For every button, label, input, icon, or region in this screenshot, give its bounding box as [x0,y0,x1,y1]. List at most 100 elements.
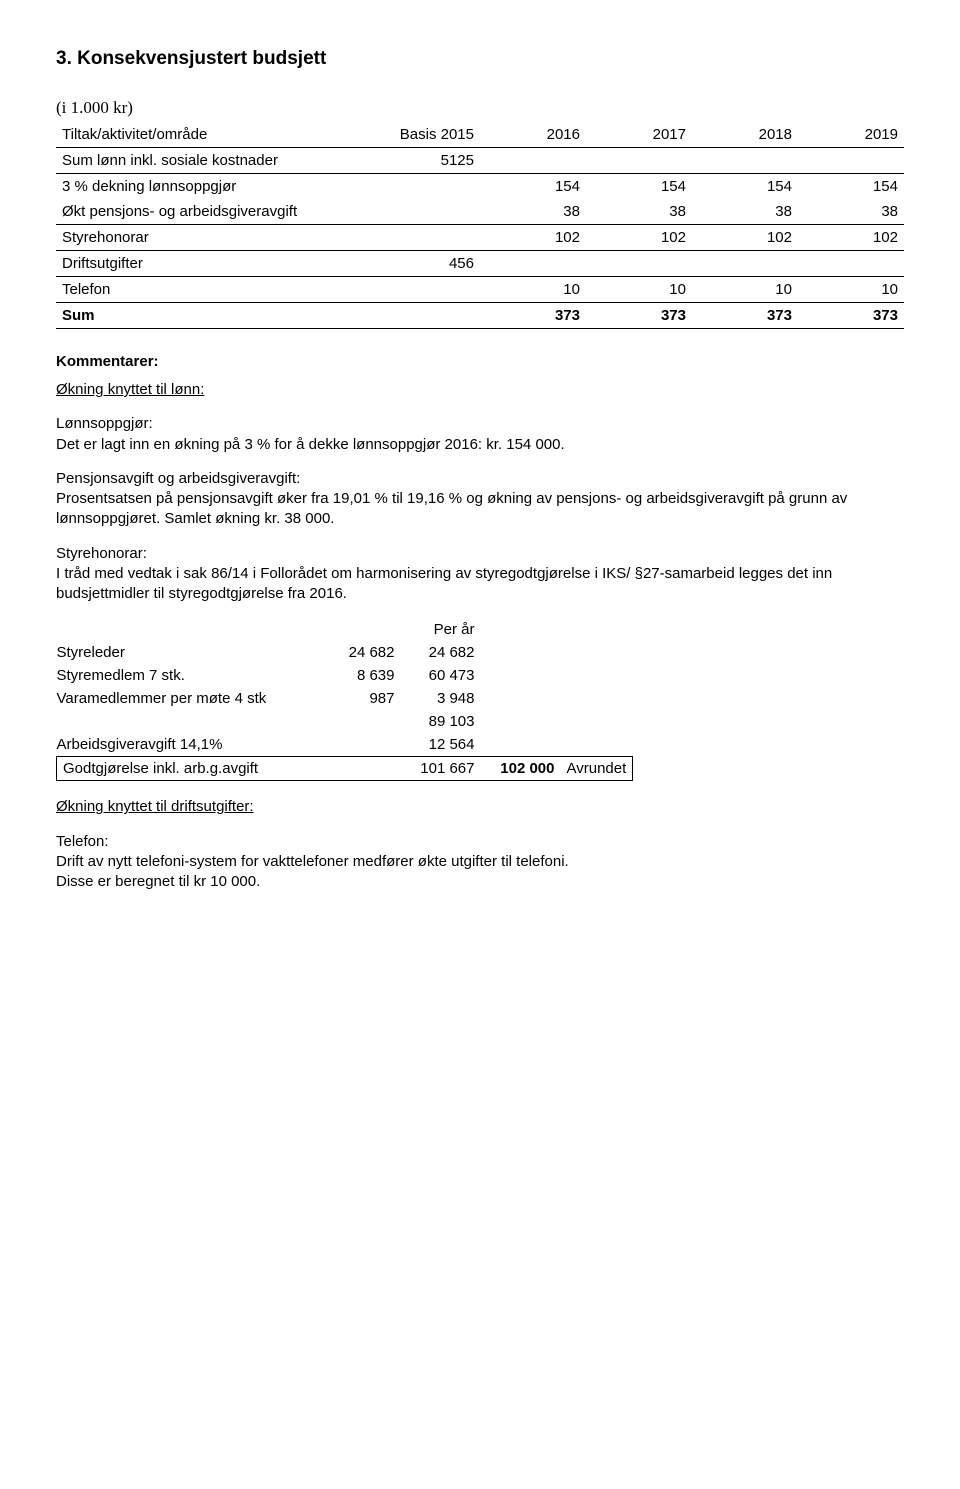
cell: 10 [480,277,586,303]
table-row: Styrehonorar102102102102 [56,225,904,251]
cell: 60 473 [407,664,487,687]
lonnsoppgjor-body: Det er lagt inn en økning på 3 % for å d… [56,436,565,453]
styrehonorar-body: I tråd med vedtak i sak 86/14 i Folloråd… [56,565,832,602]
table-row: Økt pensjons- og arbeidsgiveravgift38383… [56,199,904,225]
honorar-row: Styreleder24 68224 682 [57,641,633,664]
sum-row: Sum 373 373 373 373 [56,303,904,329]
cell [327,757,407,781]
cell [361,225,480,251]
telefon-title: Telefon: [56,833,109,850]
cell: 102 [798,225,904,251]
cell: 154 [798,174,904,200]
cell [327,710,407,733]
col-header: 2018 [692,122,798,148]
col-header: Basis 2015 [361,122,480,148]
cell: 102 [480,225,586,251]
cell: 38 [798,199,904,225]
cell [487,664,567,687]
cell [361,303,480,329]
sum-label: Sum [56,303,361,329]
drift-subheading: Økning knyttet til driftsutgifter: [56,798,254,815]
per-year-label: Per år [407,618,487,641]
cell: 24 682 [327,641,407,664]
cell: 373 [692,303,798,329]
cell: 38 [480,199,586,225]
honorar-total-row: Godtgjørelse inkl. arb.g.avgift 101 667 … [57,757,633,781]
unit-note: (i 1.000 kr) [56,98,904,118]
honorar-row: 89 103 [57,710,633,733]
col-header: Tiltak/aktivitet/område [56,122,361,148]
cell: 102 [586,225,692,251]
cell: Arbeidsgiveravgift 14,1% [57,733,327,757]
cell: 154 [692,174,798,200]
cell [586,148,692,174]
honorar-row: Arbeidsgiveravgift 14,1% 12 564 [57,733,633,757]
cell: 89 103 [407,710,487,733]
cell [361,199,480,225]
pensjon-title: Pensjonsavgift og arbeidsgiveravgift: [56,470,300,487]
honorar-header: Per år [57,618,633,641]
styrehonorar-title: Styrehonorar: [56,545,147,562]
cell [798,148,904,174]
cell: 12 564 [407,733,487,757]
cell [361,174,480,200]
cell: 154 [480,174,586,200]
cell: Styrehonorar [56,225,361,251]
cell: 5125 [361,148,480,174]
cell [567,710,633,733]
cell [361,277,480,303]
cell: 24 682 [407,641,487,664]
table-row: Driftsutgifter456 [56,251,904,277]
cell: 8 639 [327,664,407,687]
cell: Telefon [56,277,361,303]
cell: 10 [692,277,798,303]
cell [487,687,567,710]
cell: 373 [798,303,904,329]
telefon-body-1: Drift av nytt telefoni-system for vaktte… [56,853,569,870]
cell [692,251,798,277]
telefon-body-2: Disse er beregnet til kr 10 000. [56,873,260,890]
table-header-row: Tiltak/aktivitet/område Basis 2015 2016 … [56,122,904,148]
table-row: Sum lønn inkl. sosiale kostnader5125 [56,148,904,174]
cell [798,251,904,277]
col-header: 2016 [480,122,586,148]
total-label: Godtgjørelse inkl. arb.g.avgift [57,757,327,781]
cell [480,148,586,174]
cell: Styremedlem 7 stk. [57,664,327,687]
cell: Driftsutgifter [56,251,361,277]
col-header: 2017 [586,122,692,148]
cell [327,733,407,757]
cell [487,641,567,664]
cell: Styreleder [57,641,327,664]
cell [692,148,798,174]
lonn-subheading: Økning knyttet til lønn: [56,381,204,398]
pensjon-body: Prosentsatsen på pensjonsavgift øker fra… [56,490,847,527]
cell: Økt pensjons- og arbeidsgiveravgift [56,199,361,225]
cell [487,710,567,733]
cell [586,251,692,277]
table-row: 3 % dekning lønnsoppgjør154154154154 [56,174,904,200]
cell [57,710,327,733]
cell: 3 948 [407,687,487,710]
col-header: 2019 [798,122,904,148]
cell [567,733,633,757]
cell: 38 [692,199,798,225]
total-note: Avrundet [567,757,633,781]
cell: 373 [586,303,692,329]
cell: 102 000 [487,757,567,781]
honorar-table: Per år Styreleder24 68224 682Styremedlem… [56,618,633,781]
cell [487,733,567,757]
cell: 101 667 [407,757,487,781]
cell: 154 [586,174,692,200]
honorar-row: Styremedlem 7 stk.8 63960 473 [57,664,633,687]
cell: 373 [480,303,586,329]
cell: 102 [692,225,798,251]
comments-heading: Kommentarer: [56,353,904,370]
cell: 987 [327,687,407,710]
cell: 10 [586,277,692,303]
cell: 456 [361,251,480,277]
honorar-row: Varamedlemmer per møte 4 stk9873 948 [57,687,633,710]
table-row: Telefon10101010 [56,277,904,303]
cell [567,664,633,687]
cell [480,251,586,277]
